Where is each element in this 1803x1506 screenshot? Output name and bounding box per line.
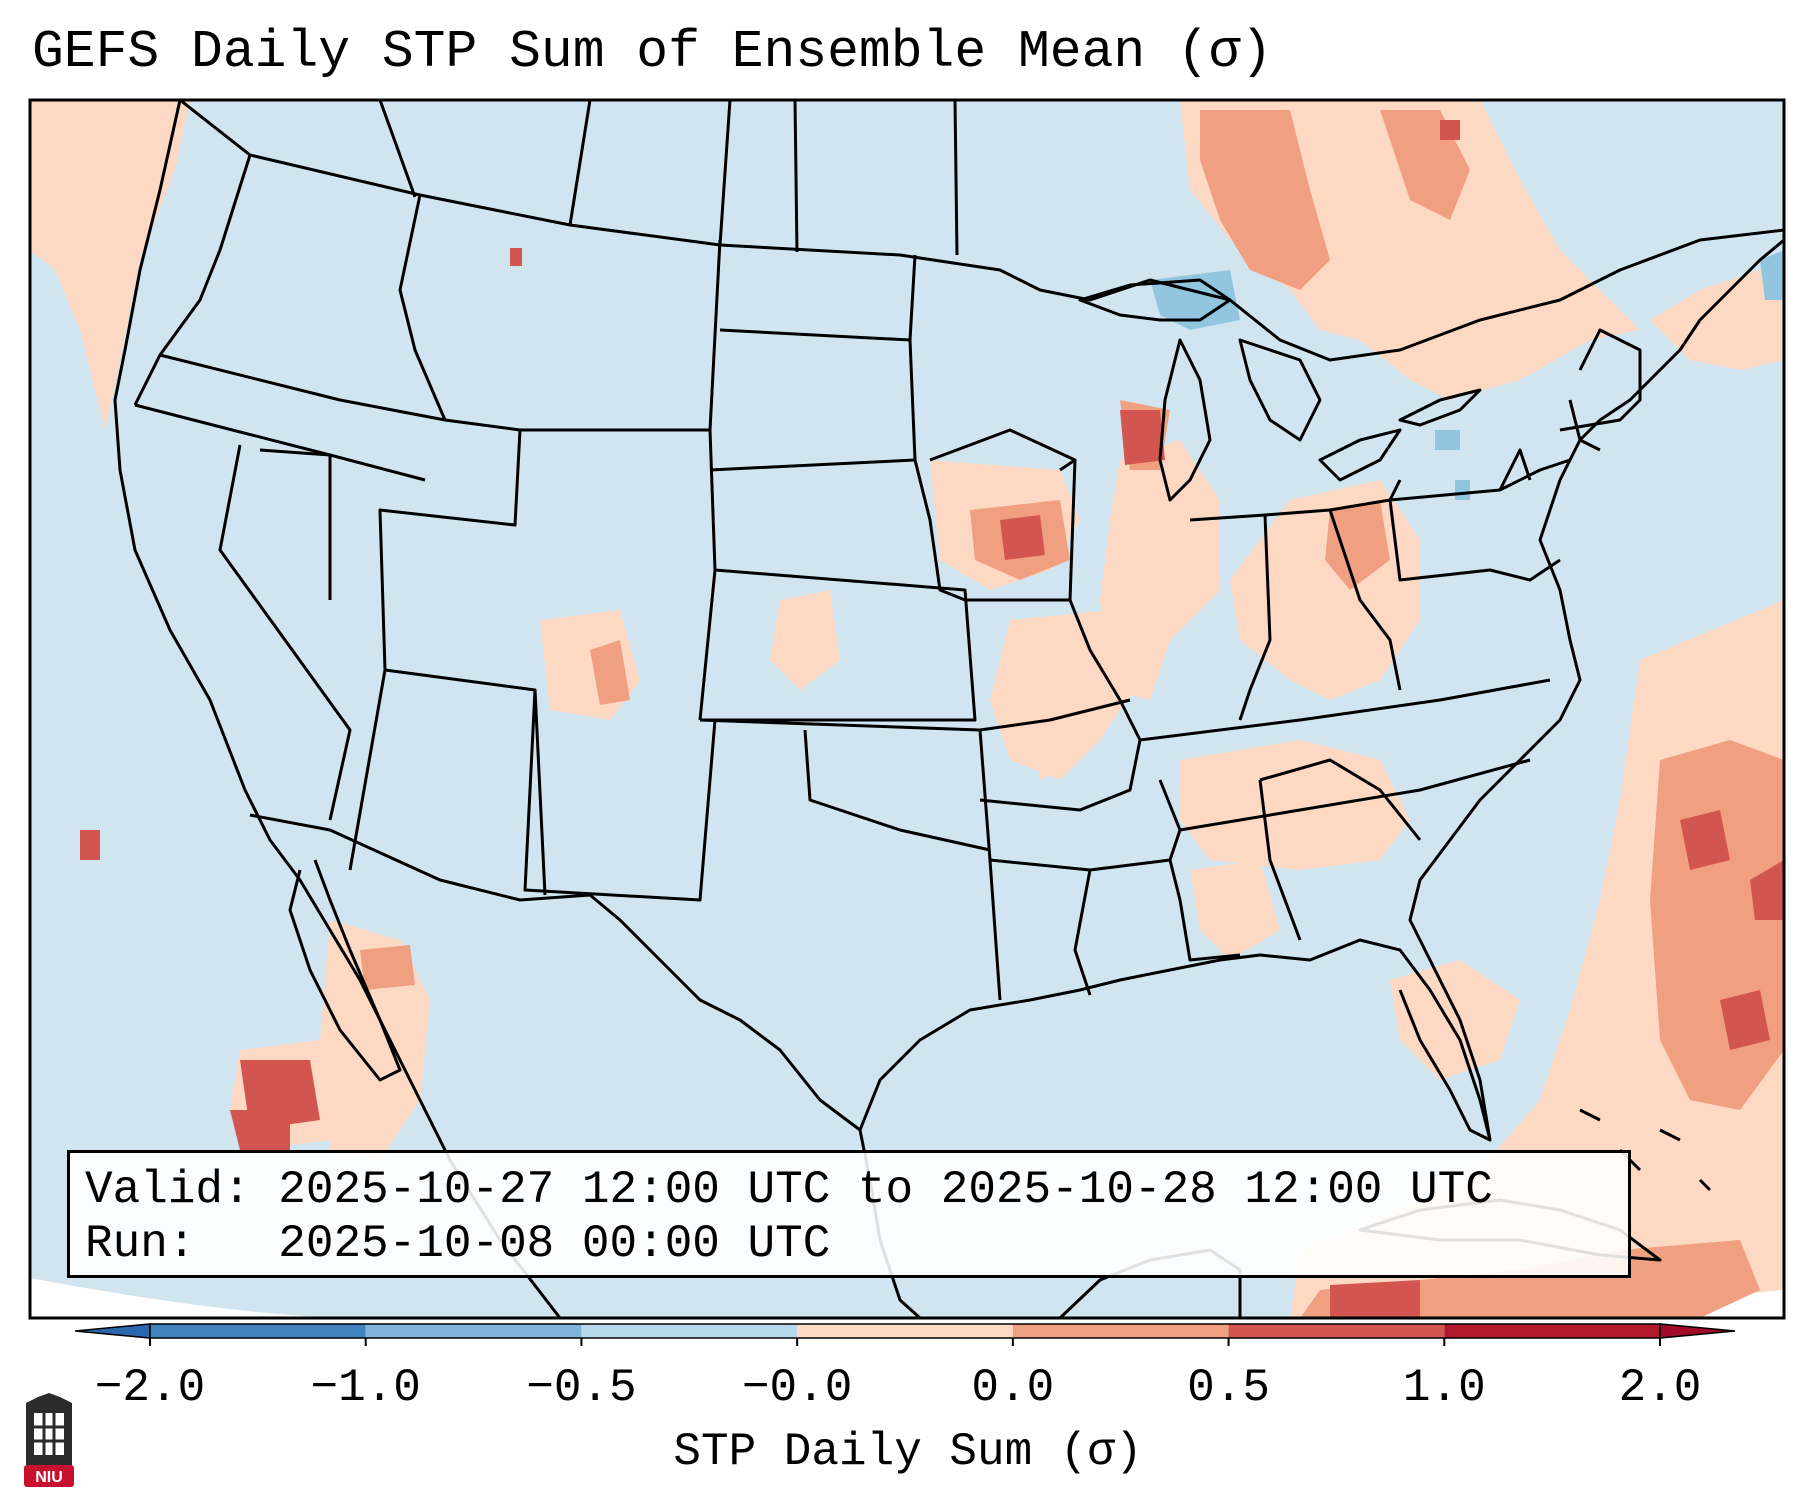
colorbar-tick-label: 0.5 <box>1187 1362 1270 1414</box>
colorbar-outline <box>149 1323 1661 1339</box>
logo-band <box>24 1465 74 1487</box>
colorbar-tick-label: −0.0 <box>741 1362 853 1414</box>
colorbar-extend-low <box>74 1323 151 1339</box>
map-frame <box>28 98 1786 1320</box>
logo-window <box>34 1413 64 1455</box>
stp-field-dark <box>80 120 1784 1318</box>
colorbar-extend-high <box>1659 1323 1736 1339</box>
colorbar-tick-label: −2.0 <box>94 1362 206 1414</box>
projection-outside-left <box>30 1278 330 1318</box>
logo-window-grid <box>34 1413 64 1455</box>
colorbar-segment <box>581 1324 798 1338</box>
colorbar-tick-label: 0.0 <box>971 1362 1055 1414</box>
map-panel <box>30 100 1784 1318</box>
colorbar-segment <box>797 1324 1013 1338</box>
projection-outside-right <box>1560 1278 1784 1318</box>
colorbar-tick-label: 2.0 <box>1618 1362 1702 1414</box>
political-borders <box>113 100 1784 1318</box>
info-box: Valid: 2025-10-27 12:00 UTC to 2025-10-2… <box>67 1150 1631 1278</box>
valid-time-line: Valid: 2025-10-27 12:00 UTC to 2025-10-2… <box>85 1164 1493 1216</box>
figure-title: GEFS Daily STP Sum of Ensemble Mean (σ) <box>32 22 1273 82</box>
colorbar-segment <box>1012 1324 1229 1338</box>
colorbar <box>74 1323 1736 1346</box>
colorbar-tick-label: 1.0 <box>1402 1362 1486 1414</box>
colorbar-segment <box>150 1324 366 1338</box>
colorbar-segment <box>365 1324 582 1338</box>
colorbar-segment <box>1228 1324 1445 1338</box>
colorbar-tick-label: −0.5 <box>526 1362 637 1414</box>
niu-logo: NIU <box>24 1393 74 1487</box>
colorbar-segment <box>1444 1324 1660 1338</box>
colorbar-label: STP Daily Sum (σ) <box>673 1426 1143 1478</box>
run-time-line: Run: 2025-10-08 00:00 UTC <box>85 1218 831 1270</box>
colorbar-tick-label: −1.0 <box>310 1362 421 1414</box>
logo-text: NIU <box>35 1469 63 1486</box>
